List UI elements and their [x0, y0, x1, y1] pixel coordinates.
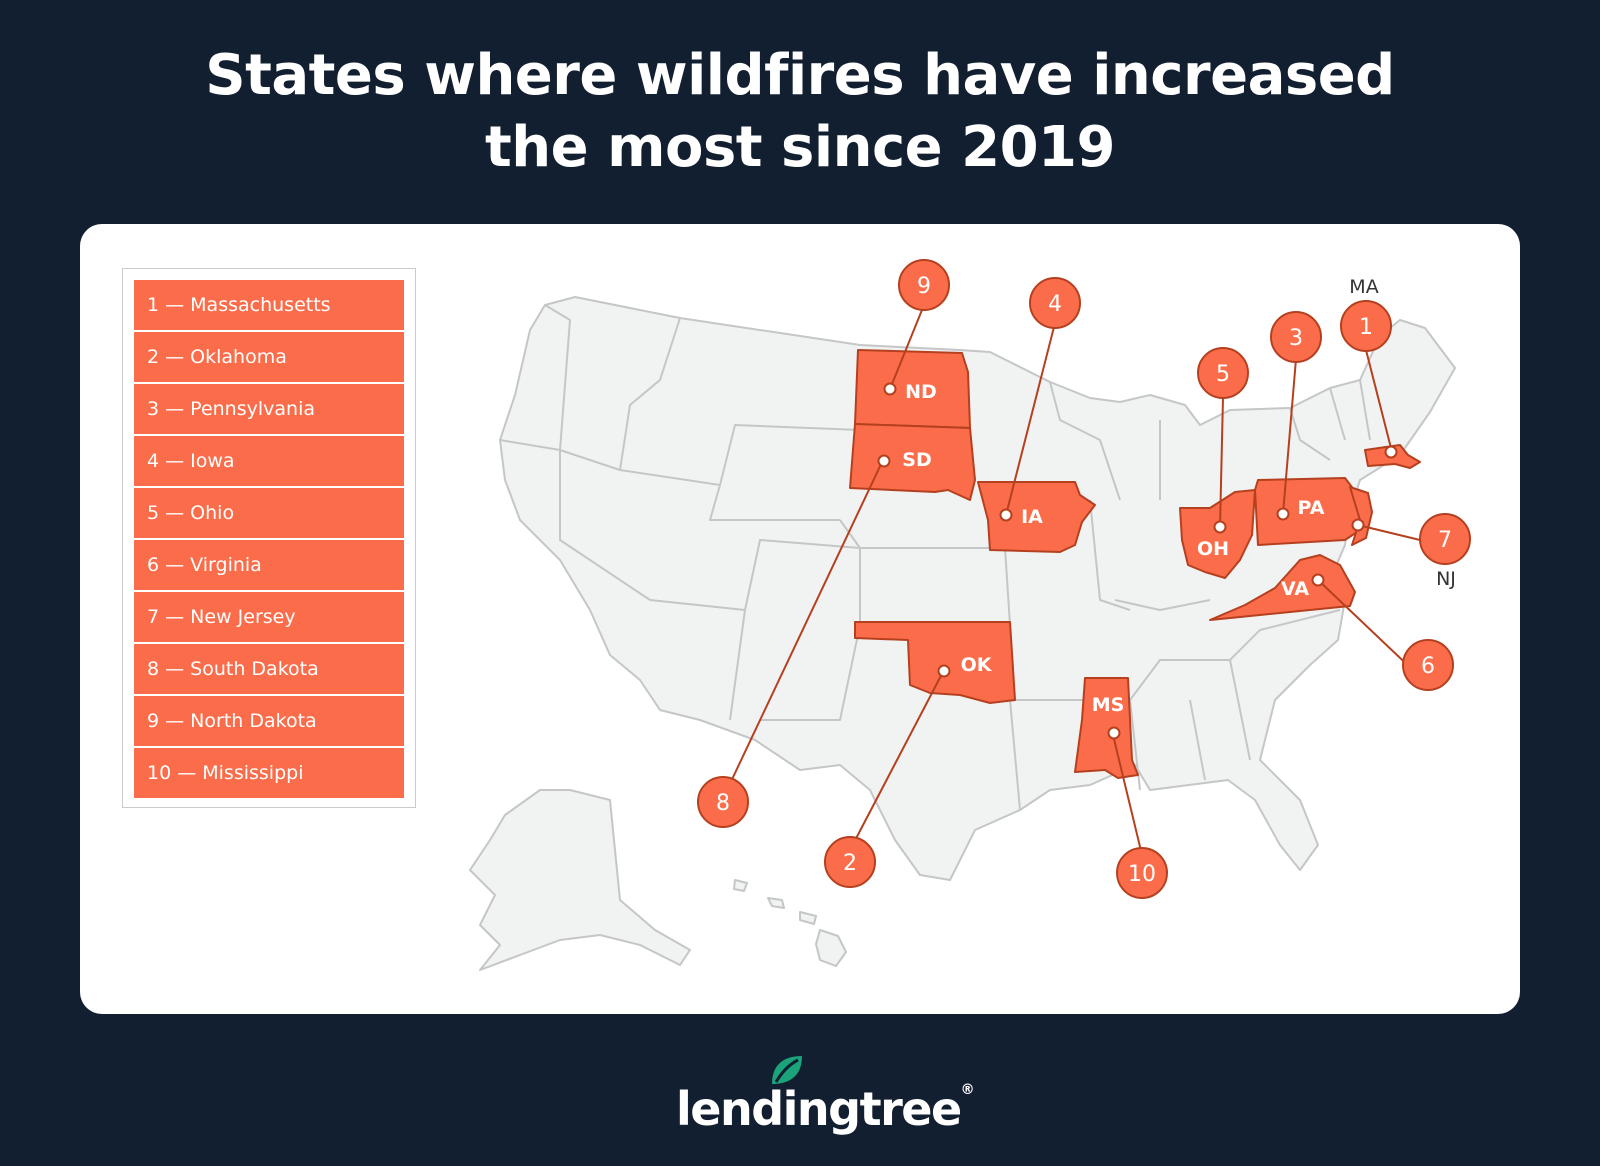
state-ia [977, 481, 1096, 553]
state-va [1209, 554, 1356, 621]
label-ok: OK [961, 654, 993, 676]
label-ma: MA [1349, 276, 1378, 298]
leaf-icon [772, 1056, 802, 1084]
label-sd: SD [902, 449, 931, 471]
label-oh: OH [1197, 538, 1229, 560]
label-nd: ND [905, 381, 937, 403]
label-ia: IA [1021, 506, 1043, 528]
page-title: States where wildfires have increased th… [0, 40, 1600, 184]
rank-marker-2 [824, 836, 876, 888]
legend-item-5: 5 — Ohio [134, 488, 404, 538]
label-ms: MS [1092, 694, 1125, 716]
legend-item-1: 1 — Massachusetts [134, 280, 404, 330]
rank-number-4: 4 [1048, 292, 1062, 317]
label-va: VA [1281, 578, 1309, 600]
rank-number-2: 2 [843, 851, 857, 876]
state-nd [854, 349, 971, 429]
rank-marker-9 [898, 259, 950, 311]
label-nj: NJ [1436, 568, 1456, 590]
rank-marker-10 [1116, 847, 1168, 899]
rank-number-5: 5 [1216, 362, 1230, 387]
rank-marker-7 [1419, 513, 1471, 565]
title-line-1: States where wildfires have increased [205, 43, 1395, 108]
legend-item-9: 9 — North Dakota [134, 696, 404, 746]
rank-marker-6 [1402, 639, 1454, 691]
rank-number-6: 6 [1421, 654, 1435, 679]
rank-marker-3 [1270, 311, 1322, 363]
rank-legend: 1 — Massachusetts 2 — Oklahoma 3 — Penns… [122, 268, 416, 808]
label-pa: PA [1298, 497, 1325, 519]
rank-number-10: 10 [1128, 862, 1156, 887]
legend-item-4: 4 — Iowa [134, 436, 404, 486]
legend-item-2: 2 — Oklahoma [134, 332, 404, 382]
brand-name: lendingtree [676, 1082, 962, 1136]
brand-logo: lendingtree® [676, 1082, 975, 1136]
hawaii-islands [733, 879, 847, 967]
rank-marker-1 [1340, 300, 1392, 352]
legend-item-3: 3 — Pennsylvania [134, 384, 404, 434]
rank-marker-4 [1029, 277, 1081, 329]
legend-item-6: 6 — Virginia [134, 540, 404, 590]
state-ok [854, 621, 1016, 704]
rank-number-1: 1 [1359, 315, 1373, 340]
alaska-shape [469, 789, 691, 971]
state-oh [1179, 489, 1256, 579]
rank-number-3: 3 [1289, 326, 1303, 351]
title-line-2: the most since 2019 [485, 115, 1115, 180]
state-sd [849, 423, 976, 501]
rank-marker-5 [1197, 347, 1249, 399]
rank-number-9: 9 [917, 274, 931, 299]
rank-number-7: 7 [1438, 528, 1452, 553]
legend-item-8: 8 — South Dakota [134, 644, 404, 694]
legend-item-7: 7 — New Jersey [134, 592, 404, 642]
rank-marker-8 [697, 776, 749, 828]
state-ms [1074, 677, 1139, 779]
registered-mark: ® [960, 1082, 975, 1098]
us-outline [499, 296, 1456, 881]
legend-item-10: 10 — Mississippi [134, 748, 404, 798]
rank-number-8: 8 [716, 791, 730, 816]
